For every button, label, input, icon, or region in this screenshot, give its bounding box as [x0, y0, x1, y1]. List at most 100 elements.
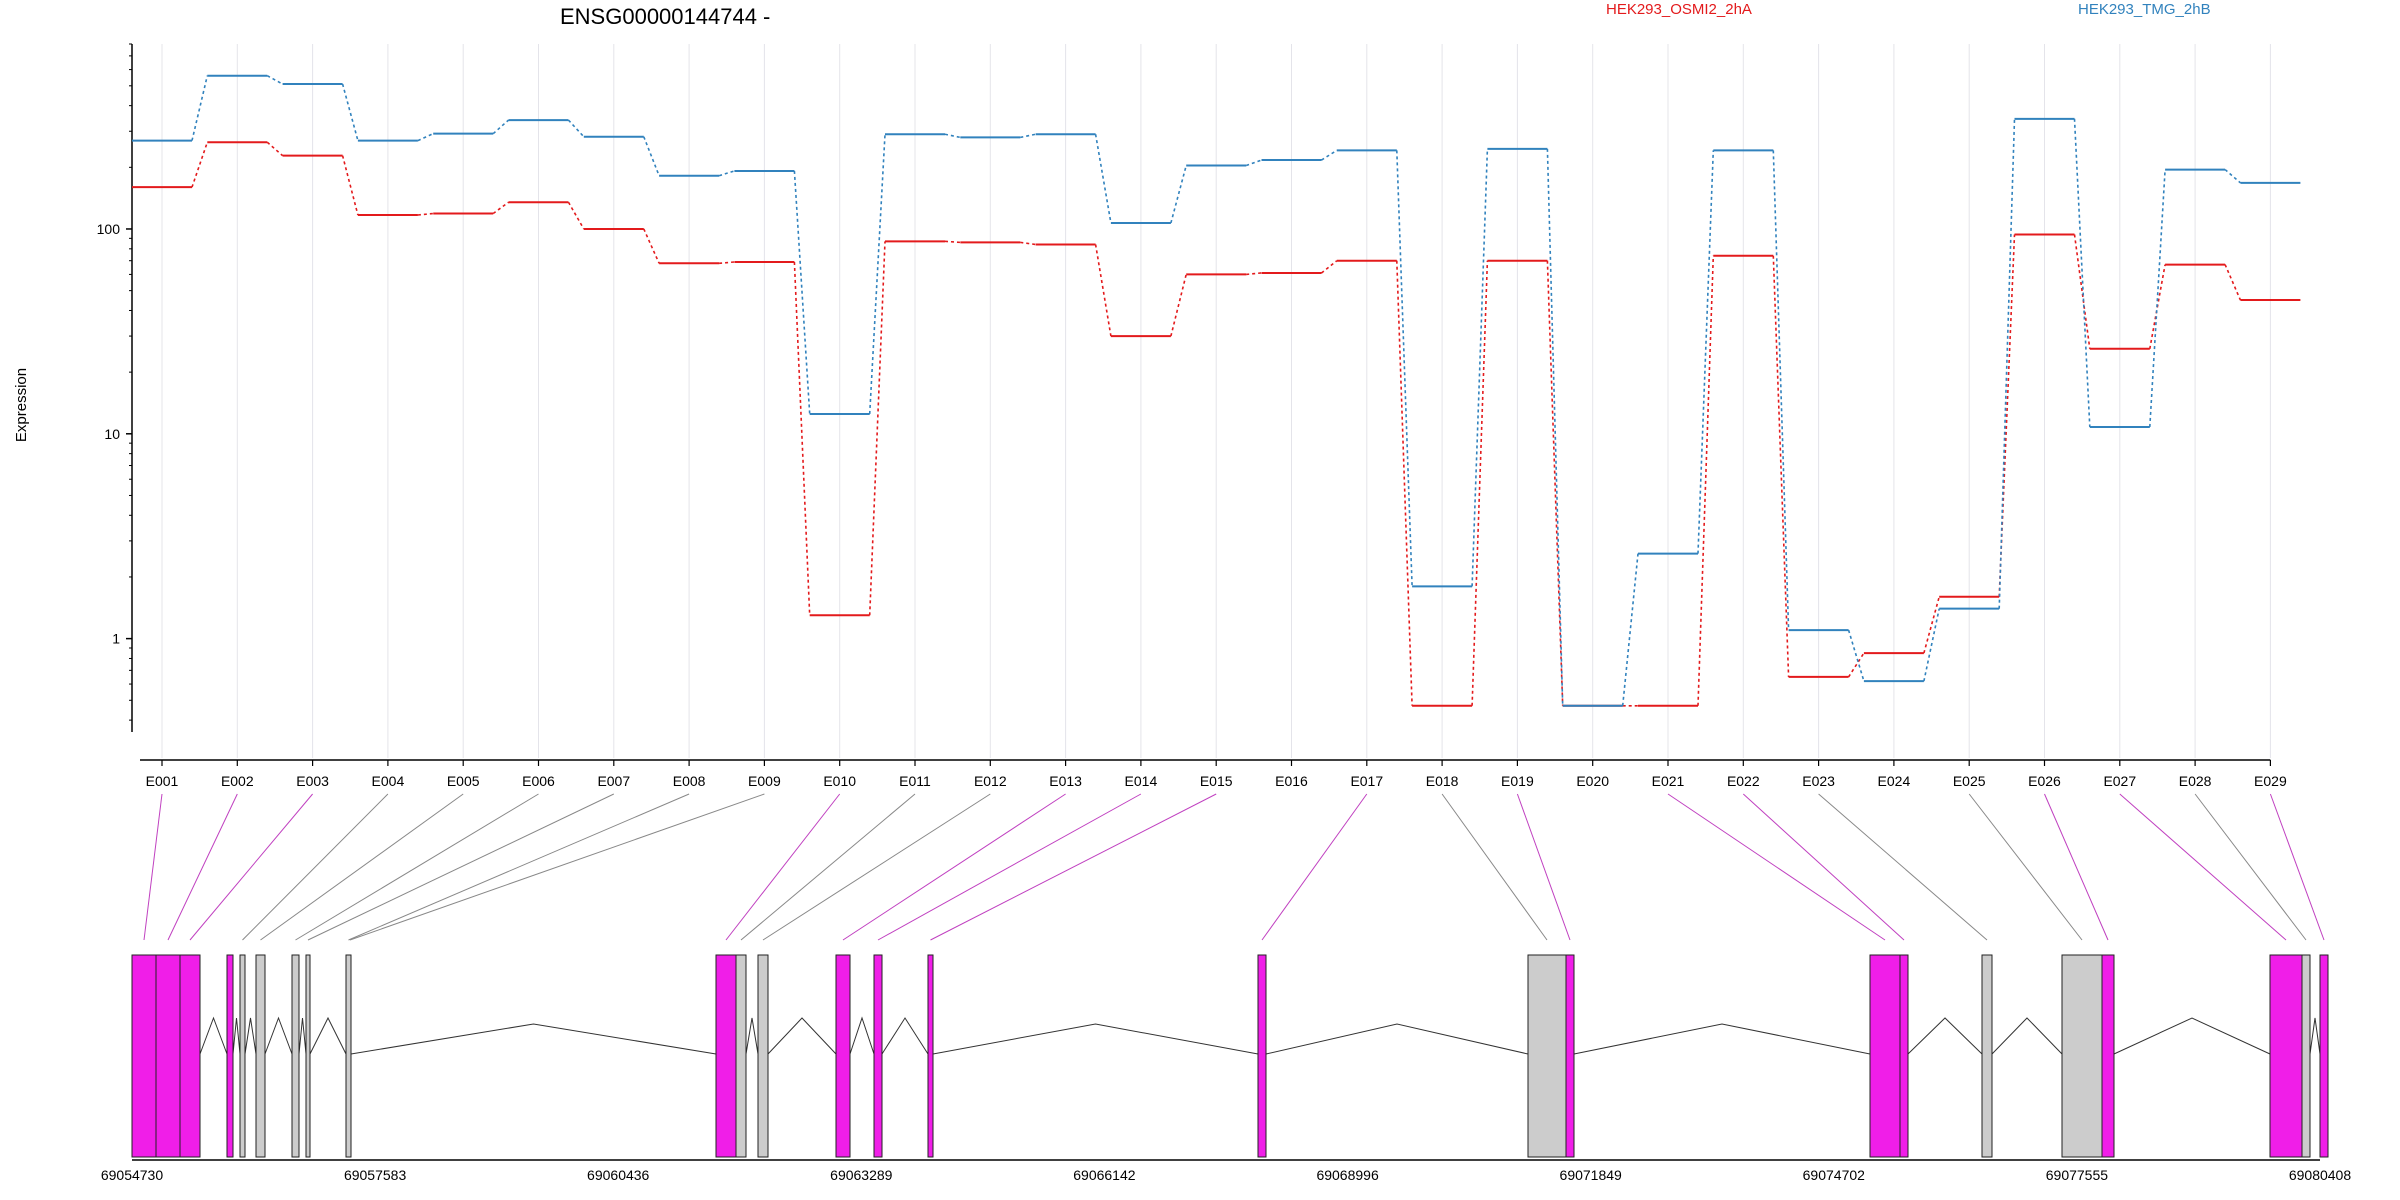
intron-line: [1573, 1023, 1871, 1055]
x-tick-label-E029: E029: [2254, 773, 2287, 789]
genome-coord-label-5: 69068996: [1316, 1167, 1379, 1183]
gene-model: 69054730 69057583 69060436 69063289 69066142…: [101, 954, 2352, 1183]
connector-E021: [1667, 793, 1886, 941]
connector-E027: [2119, 793, 2287, 941]
series-a-transition: [1170, 274, 1187, 337]
intron-line: [767, 1017, 837, 1055]
x-tick-label-E009: E009: [748, 773, 781, 789]
x-tick-label-E024: E024: [1878, 773, 1911, 789]
exon-box-E027: [2269, 954, 2303, 1158]
series-a-transition: [2073, 234, 2091, 349]
connector-E005: [260, 793, 464, 941]
exon-box-E002: [155, 954, 181, 1158]
x-tick-label-E018: E018: [1426, 773, 1459, 789]
series-b-transition: [1396, 150, 1413, 587]
x-tick-label-E004: E004: [372, 773, 405, 789]
intron-line: [1265, 1023, 1529, 1055]
intron-line: [2113, 1017, 2271, 1055]
exon-box-E011: [735, 954, 747, 1158]
exon-box-E003: [179, 954, 201, 1158]
series-a-transition: [1847, 652, 1865, 678]
genome-coord-label-9: 69080408: [2289, 1167, 2352, 1183]
intron-line: [2309, 1017, 2321, 1055]
series-a-transition: [2224, 264, 2242, 301]
introns: [199, 1016, 2321, 1055]
series-a-transition: [1772, 255, 1790, 677]
connector-E022: [1742, 793, 1905, 941]
exon-box-E017: [1257, 954, 1267, 1158]
x-tick-label-E005: E005: [447, 773, 480, 789]
gridlines: [161, 44, 2271, 758]
series-b-transition: [492, 119, 510, 135]
series-a-transition: [1546, 260, 1564, 706]
exon-box-E014: [873, 954, 883, 1158]
series-a-transition: [417, 212, 434, 216]
x-tick-label-E016: E016: [1275, 773, 1308, 789]
connector-E008: [348, 793, 690, 941]
series-a-transition: [1471, 260, 1489, 706]
x-tick-label-E007: E007: [597, 773, 630, 789]
x-tick-label-E028: E028: [2179, 773, 2212, 789]
intron-line: [849, 1016, 875, 1055]
x-tick-label-E012: E012: [974, 773, 1007, 789]
series-a-transition: [643, 228, 660, 264]
exon-box-E019: [1565, 954, 1575, 1158]
y-tick-label-1: 1: [112, 631, 120, 647]
series-b-transition: [643, 136, 660, 176]
series-a-transition: [719, 261, 735, 265]
y-tick-label-10: 10: [104, 426, 120, 442]
exon-box-E021: [1869, 954, 1901, 1158]
series-b-transition: [1772, 150, 1790, 631]
genome-coord-label-2: 69060436: [587, 1167, 650, 1183]
connector-E028: [2194, 793, 2307, 941]
connector-E010: [725, 793, 841, 941]
intron-line: [745, 1017, 759, 1055]
intron-line: [298, 1017, 307, 1055]
x-tick-label-E001: E001: [146, 773, 179, 789]
series-b-transition: [417, 132, 434, 142]
series-b-transition: [868, 134, 886, 414]
x-tick-label-E010: E010: [823, 773, 856, 789]
series-b-transition: [793, 170, 811, 414]
x-tick-label-E026: E026: [2028, 773, 2061, 789]
series-a-transition: [341, 155, 359, 216]
series-b-transition: [191, 75, 209, 141]
series-a-transition: [1923, 596, 1940, 654]
connector-E011: [740, 793, 916, 941]
x-tick-label-E015: E015: [1200, 773, 1233, 789]
series-a-transition: [944, 240, 961, 244]
connector-E003: [189, 793, 313, 941]
series-b-transition: [718, 170, 735, 177]
axes: 1 10 100 E001 E002 E003 E004 E005 E006 E007 E008 E0…: [97, 43, 2287, 789]
x-tick-label-E020: E020: [1576, 773, 1609, 789]
x-tick-label-E008: E008: [673, 773, 706, 789]
series-HEK293_TMG_2hB: [132, 74, 2301, 707]
intron-line: [881, 1017, 929, 1055]
series-b-transition: [2073, 118, 2091, 427]
intron-line: [232, 1017, 241, 1055]
intron-line: [1991, 1017, 2063, 1055]
exon-box-E004: [239, 954, 246, 1158]
exon-box-E028: [2301, 954, 2311, 1158]
series-b-transition: [2224, 168, 2241, 184]
exon-box-E018: [1527, 954, 1567, 1158]
series-b-transition: [1998, 118, 2016, 609]
connector-E004: [242, 793, 389, 941]
x-tick-label-E023: E023: [1802, 773, 1835, 789]
genome-coord-label-8: 69077555: [2046, 1167, 2109, 1183]
x-tick-label-E003: E003: [296, 773, 329, 789]
y-tick-label-100: 100: [97, 221, 121, 237]
series-a-transition: [567, 201, 585, 230]
series-a-transition: [1246, 272, 1262, 276]
series-b-transition: [1847, 629, 1865, 682]
exon-box-E010: [715, 954, 737, 1158]
x-tick-label-E022: E022: [1727, 773, 1760, 789]
genome-coord-label-0: 69054730: [101, 1167, 164, 1183]
exon-box-E025: [2061, 954, 2103, 1158]
series-a-transition: [868, 241, 886, 616]
x-tick-label-E025: E025: [1953, 773, 1986, 789]
x-tick-label-E011: E011: [899, 773, 931, 789]
connector-E014: [877, 793, 1142, 941]
intron-line: [350, 1023, 717, 1055]
